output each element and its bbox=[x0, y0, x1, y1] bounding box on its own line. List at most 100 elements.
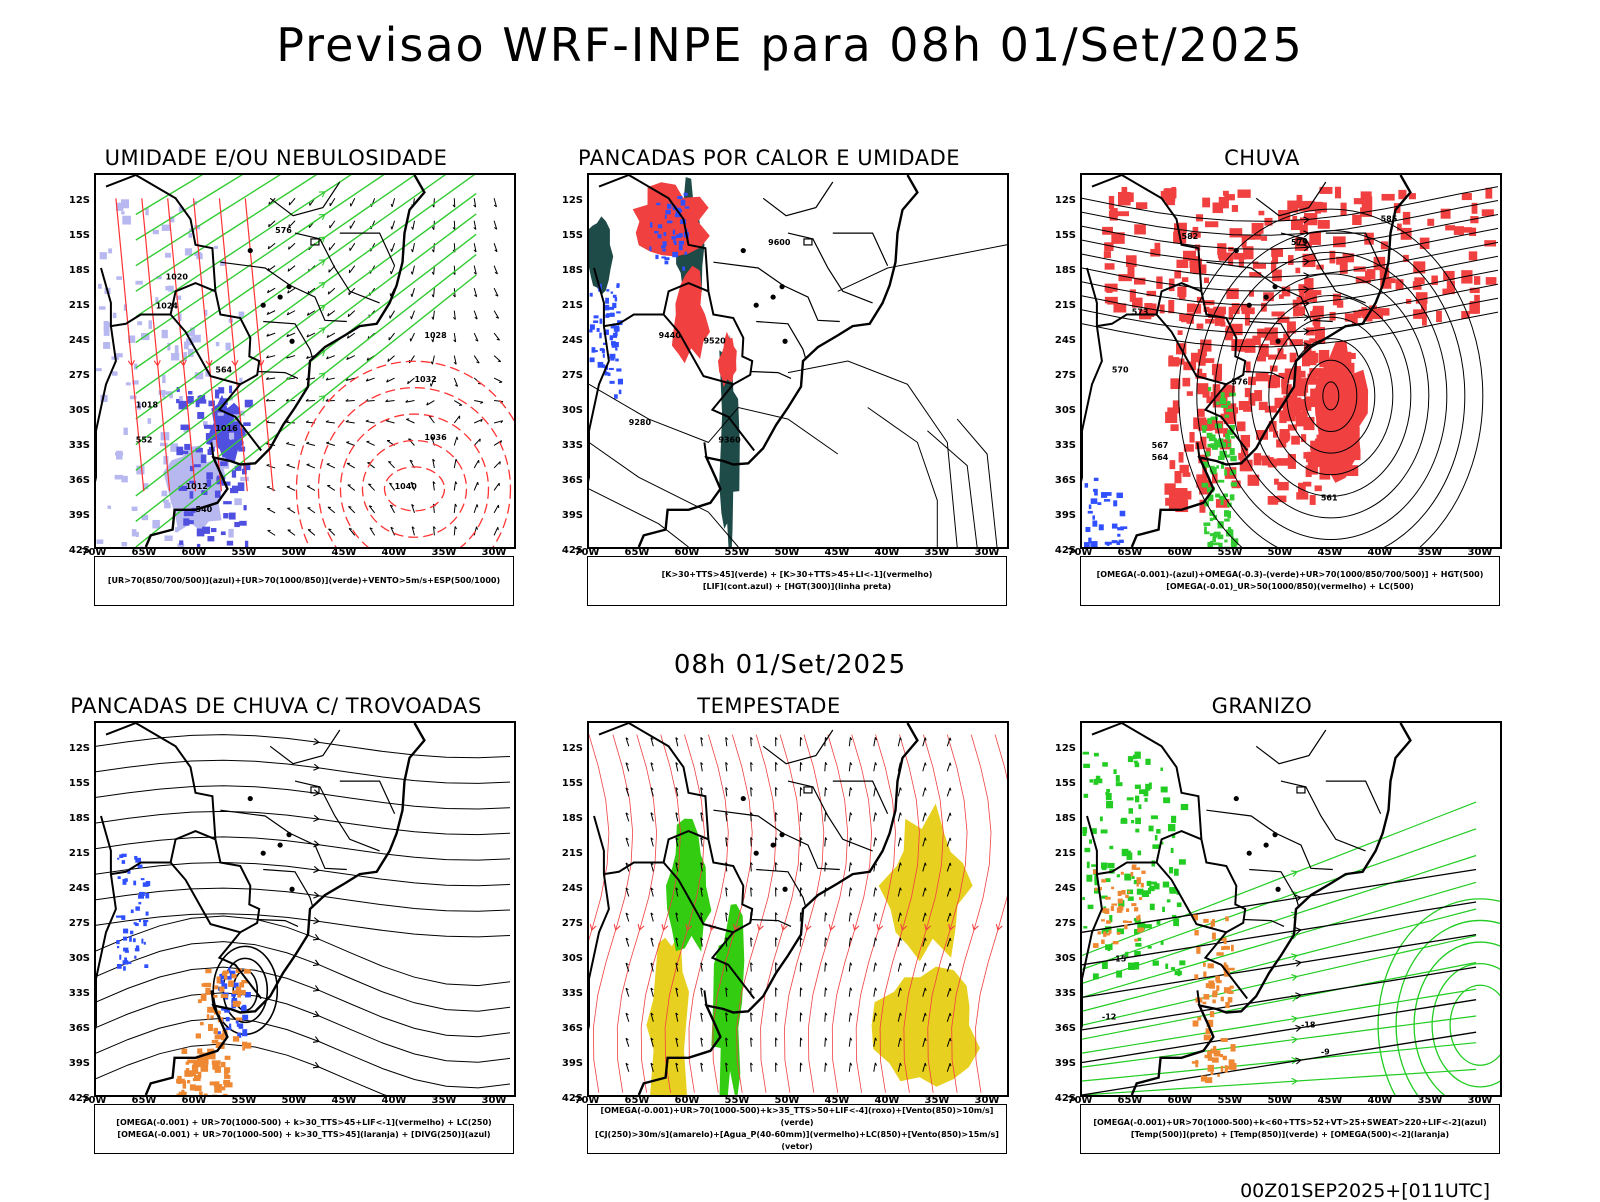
fill-cell bbox=[600, 319, 603, 324]
fill-cell bbox=[162, 225, 171, 231]
fill-cell bbox=[1088, 905, 1094, 909]
fill-cell bbox=[228, 980, 234, 986]
fill-cell bbox=[1136, 916, 1139, 921]
fill-cell bbox=[222, 1086, 226, 1090]
fill-cell bbox=[1228, 997, 1233, 1002]
wind-vector bbox=[849, 1013, 851, 1022]
fill-cell bbox=[1169, 498, 1176, 511]
wind-vector bbox=[874, 812, 877, 821]
fill-cell bbox=[225, 1028, 231, 1031]
lon-tick-label: 55W bbox=[226, 547, 262, 558]
wind-vector bbox=[266, 399, 275, 401]
fill-cell bbox=[1203, 972, 1206, 978]
fill-cell bbox=[112, 371, 118, 375]
streamline bbox=[96, 863, 510, 886]
wind-vector bbox=[825, 762, 827, 771]
panel-legend: [OMEGA(-0.001)+UR>70(1000-500)+k>35_TTS>… bbox=[587, 1104, 1007, 1154]
lake-marker bbox=[754, 851, 759, 856]
contour-label: 1018 bbox=[136, 401, 159, 410]
fill-cell bbox=[148, 418, 152, 424]
fill-cell bbox=[1133, 755, 1137, 759]
lat-tick-label: 21S bbox=[60, 848, 90, 859]
fill-cell bbox=[1210, 518, 1213, 521]
wind-vector bbox=[306, 442, 315, 445]
country-border bbox=[106, 175, 215, 291]
fill-cell bbox=[1117, 534, 1120, 537]
fill-cell bbox=[214, 246, 218, 249]
fill-cell bbox=[1174, 471, 1181, 483]
fill-cell bbox=[1474, 276, 1480, 285]
fill-cell bbox=[1176, 260, 1188, 268]
fill-cell bbox=[215, 1034, 222, 1039]
fill-cell bbox=[667, 221, 673, 224]
fill-cell bbox=[1209, 512, 1212, 515]
fill-cell bbox=[1226, 409, 1233, 412]
lon-tick-label: 60W bbox=[669, 547, 705, 558]
wind-vector bbox=[651, 938, 653, 947]
lon-tick-label: 35W bbox=[1412, 547, 1448, 558]
fill-cell bbox=[1486, 277, 1497, 285]
fill-cell bbox=[1205, 319, 1215, 324]
map-trovoadas bbox=[94, 721, 516, 1097]
fill-cell bbox=[224, 1067, 230, 1073]
fill-cell bbox=[1208, 1057, 1213, 1061]
wind-vector bbox=[287, 464, 296, 468]
fill-cell bbox=[1312, 309, 1318, 318]
fill-cell bbox=[162, 491, 168, 497]
hgt300-black-lines bbox=[589, 245, 1007, 547]
fill-cell bbox=[119, 955, 121, 960]
fill-cell bbox=[182, 1049, 188, 1055]
fill-cell bbox=[181, 425, 190, 430]
wind-vector bbox=[308, 530, 315, 536]
wind-vector bbox=[454, 378, 457, 386]
fill-cell bbox=[1237, 421, 1246, 431]
rain-red-central bbox=[1164, 303, 1333, 513]
wind-vector bbox=[923, 963, 926, 972]
state-border bbox=[750, 372, 791, 379]
fill-cell bbox=[144, 942, 146, 945]
contour-label: 1016 bbox=[215, 424, 238, 433]
fill-cell bbox=[610, 313, 615, 317]
fill-cell bbox=[1232, 205, 1238, 212]
fill-cell bbox=[1175, 488, 1187, 501]
fill-cell bbox=[205, 969, 211, 973]
lat-tick-label: 30S bbox=[1046, 405, 1076, 416]
wind-vector bbox=[626, 1038, 629, 1047]
wind-vector bbox=[287, 486, 295, 490]
state-border bbox=[713, 262, 839, 321]
lat-tick-label: 36S bbox=[60, 1023, 90, 1034]
lon-tick-label: 30W bbox=[1462, 547, 1498, 558]
fill-cell bbox=[1204, 531, 1209, 534]
lon-tick-label: 45W bbox=[819, 547, 855, 558]
wind-vector bbox=[776, 1038, 778, 1047]
fill-cell bbox=[1134, 224, 1146, 234]
streamline bbox=[976, 735, 1007, 1093]
fill-cell bbox=[1149, 782, 1152, 789]
wind-vector bbox=[776, 938, 778, 947]
fill-cell bbox=[1215, 976, 1220, 982]
wind-vector bbox=[494, 311, 499, 319]
wind-vector bbox=[406, 419, 414, 423]
lon-tick-label: 30W bbox=[476, 547, 512, 558]
fill-cell bbox=[599, 333, 601, 339]
fill-cell bbox=[1171, 967, 1175, 970]
run-timestamp: 00Z01SEP2025+[011UTC] bbox=[1240, 1180, 1490, 1202]
fill-cell bbox=[1227, 991, 1233, 994]
fill-cell bbox=[1296, 411, 1308, 426]
wind-vector bbox=[776, 1063, 778, 1072]
fill-cell bbox=[1179, 859, 1186, 864]
contour-label: 1020 bbox=[166, 273, 189, 282]
wind-vector bbox=[474, 221, 476, 230]
fill-cell bbox=[136, 945, 139, 951]
wind-vector bbox=[825, 787, 827, 796]
wind-vector bbox=[751, 862, 753, 871]
wind-vector bbox=[288, 266, 295, 272]
fill-cell bbox=[1136, 877, 1141, 883]
lon-tick-label: 65W bbox=[619, 547, 655, 558]
fill-cell bbox=[242, 1029, 247, 1034]
lat-tick-label: 21S bbox=[60, 300, 90, 311]
fill-cell bbox=[1089, 505, 1092, 510]
fill-cell bbox=[1165, 412, 1177, 423]
